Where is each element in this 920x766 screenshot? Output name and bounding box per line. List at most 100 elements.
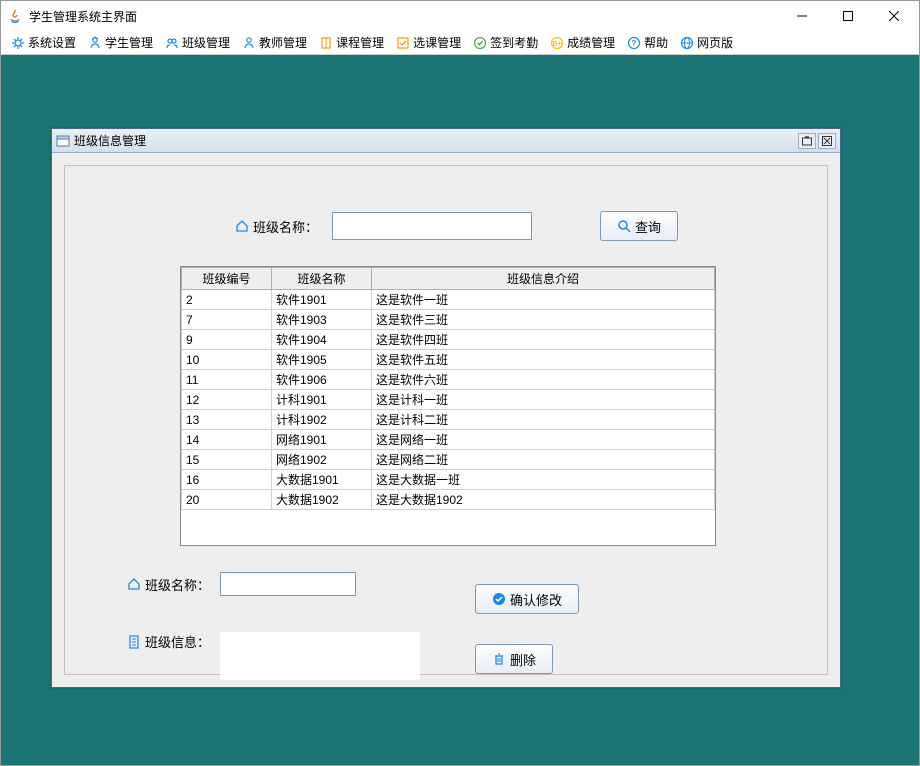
menu-item-0[interactable]: 系统设置 — [5, 32, 82, 53]
menu-item-6[interactable]: 签到考勤 — [467, 32, 544, 53]
internal-body: 班级名称： 查询 班级编号 — [52, 153, 840, 687]
table-cell: 这是软件一班 — [372, 290, 715, 310]
table-cell: 14 — [182, 430, 272, 450]
table-row[interactable]: 10软件1905这是软件五班 — [182, 350, 715, 370]
form-info-label: 班级信息： — [127, 632, 210, 651]
search-input[interactable] — [332, 212, 532, 240]
minimize-button[interactable] — [779, 1, 825, 31]
check-icon — [473, 36, 487, 50]
menu-item-label: 课程管理 — [336, 34, 384, 51]
menu-item-2[interactable]: 班级管理 — [159, 32, 236, 53]
table-cell: 网络1902 — [272, 450, 372, 470]
table-row[interactable]: 9软件1904这是软件四班 — [182, 330, 715, 350]
table-cell: 软件1905 — [272, 350, 372, 370]
java-icon — [7, 8, 23, 24]
titlebar: 学生管理系统主界面 — [1, 1, 919, 31]
table-cell: 这是网络二班 — [372, 450, 715, 470]
search-label-text: 班级名称： — [253, 217, 318, 236]
menu-item-7[interactable]: B+ 成绩管理 — [544, 32, 621, 53]
menu-item-8[interactable]: ?帮助 — [621, 32, 674, 53]
form-info-row: 班级信息： — [127, 632, 420, 680]
table-cell: 11 — [182, 370, 272, 390]
check-icon — [492, 592, 506, 606]
internal-close-button[interactable] — [818, 133, 836, 149]
table-row[interactable]: 15网络1902这是网络二班 — [182, 450, 715, 470]
table-row[interactable]: 16大数据1901这是大数据一班 — [182, 470, 715, 490]
table-header[interactable]: 班级编号 — [182, 268, 272, 290]
help-icon: ? — [627, 36, 641, 50]
menu-item-4[interactable]: 课程管理 — [313, 32, 390, 53]
form-info-label-text: 班级信息： — [145, 632, 210, 651]
table-header[interactable]: 班级信息介绍 — [372, 268, 715, 290]
close-button[interactable] — [871, 1, 917, 31]
confirm-button-label: 确认修改 — [510, 590, 562, 609]
table-cell: 这是网络一班 — [372, 430, 715, 450]
window-title: 学生管理系统主界面 — [29, 8, 779, 25]
table-cell: 10 — [182, 350, 272, 370]
search-label: 班级名称： — [235, 217, 318, 236]
table-cell: 13 — [182, 410, 272, 430]
form-name-input[interactable] — [220, 572, 356, 596]
panel: 班级名称： 查询 班级编号 — [64, 165, 828, 675]
main-window: 学生管理系统主界面 系统设置学生管理班级管理教师管理课程管理选课管理签到考勤B+… — [0, 0, 920, 766]
form-name-label-text: 班级名称： — [145, 575, 210, 594]
internal-frame: 班级信息管理 班级名称： — [51, 128, 841, 688]
table-cell: 大数据1902 — [272, 490, 372, 510]
table-container[interactable]: 班级编号班级名称班级信息介绍 2软件1901这是软件一班7软件1903这是软件三… — [180, 266, 716, 546]
svg-text:?: ? — [632, 39, 637, 48]
menu-item-label: 学生管理 — [105, 34, 153, 51]
menu-item-5[interactable]: 选课管理 — [390, 32, 467, 53]
menu-item-1[interactable]: 学生管理 — [82, 32, 159, 53]
group-icon — [165, 36, 179, 50]
table-row[interactable]: 13计科1902这是计科二班 — [182, 410, 715, 430]
menu-item-3[interactable]: 教师管理 — [236, 32, 313, 53]
table-cell: 这是软件六班 — [372, 370, 715, 390]
table-cell: 计科1901 — [272, 390, 372, 410]
table-cell: 20 — [182, 490, 272, 510]
search-icon — [617, 219, 631, 233]
confirm-button[interactable]: 确认修改 — [475, 584, 579, 614]
menu-item-label: 系统设置 — [28, 34, 76, 51]
internal-maximize-button[interactable] — [798, 133, 816, 149]
doc-icon — [127, 635, 141, 649]
table-cell: 软件1901 — [272, 290, 372, 310]
search-row: 班级名称： 查询 — [235, 211, 678, 241]
table-header[interactable]: 班级名称 — [272, 268, 372, 290]
table-row[interactable]: 2软件1901这是软件一班 — [182, 290, 715, 310]
table-cell: 软件1903 — [272, 310, 372, 330]
menubar: 系统设置 学生管理 班级管理 教师管理 课程管理 选课管理签到考勤 B+ 成绩管理 ?帮助 网页版 — [1, 31, 919, 55]
table-cell: 软件1906 — [272, 370, 372, 390]
menu-item-label: 教师管理 — [259, 34, 307, 51]
table-cell: 这是大数据1902 — [372, 490, 715, 510]
table-cell: 16 — [182, 470, 272, 490]
table-cell: 软件1904 — [272, 330, 372, 350]
table-cell: 2 — [182, 290, 272, 310]
menu-item-label: 成绩管理 — [567, 34, 615, 51]
search-button[interactable]: 查询 — [600, 211, 678, 241]
trash-icon — [492, 652, 506, 666]
frame-icon — [56, 134, 70, 148]
table-cell: 网络1901 — [272, 430, 372, 450]
table-row[interactable]: 11软件1906这是软件六班 — [182, 370, 715, 390]
menu-item-9[interactable]: 网页版 — [674, 32, 739, 53]
window-controls — [779, 1, 917, 31]
table-cell: 大数据1901 — [272, 470, 372, 490]
menu-item-label: 网页版 — [697, 34, 733, 51]
search-button-label: 查询 — [635, 217, 661, 236]
book-icon — [319, 36, 333, 50]
internal-title: 班级信息管理 — [74, 132, 798, 149]
table-cell: 这是计科二班 — [372, 410, 715, 430]
table-row[interactable]: 7软件1903这是软件三班 — [182, 310, 715, 330]
svg-text:B+: B+ — [553, 41, 562, 48]
table-row[interactable]: 20大数据1902这是大数据1902 — [182, 490, 715, 510]
internal-titlebar: 班级信息管理 — [52, 129, 840, 153]
maximize-button[interactable] — [825, 1, 871, 31]
table-cell: 这是计科一班 — [372, 390, 715, 410]
menu-item-label: 班级管理 — [182, 34, 230, 51]
delete-button[interactable]: 删除 — [475, 644, 553, 674]
table-row[interactable]: 12计科1901这是计科一班 — [182, 390, 715, 410]
home-icon — [235, 219, 249, 233]
menu-item-label: 选课管理 — [413, 34, 461, 51]
form-info-input[interactable] — [220, 632, 420, 680]
table-row[interactable]: 14网络1901这是网络一班 — [182, 430, 715, 450]
